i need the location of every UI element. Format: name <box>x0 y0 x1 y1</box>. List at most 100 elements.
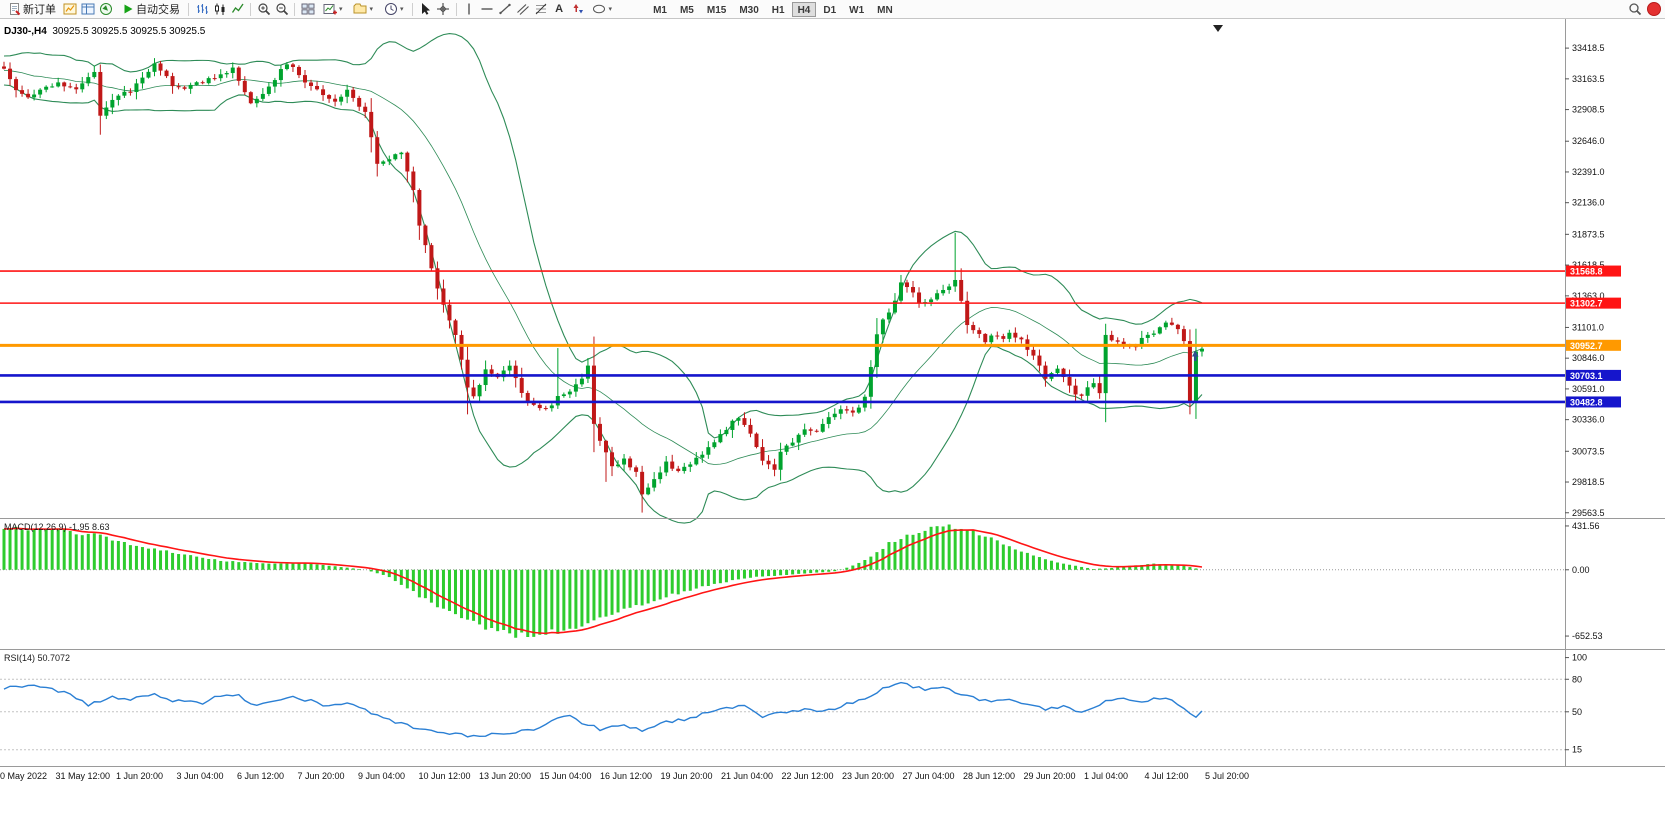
price-level-tag <box>1566 369 1621 381</box>
time-axis-label: 10 Jun 12:00 <box>418 771 471 781</box>
bollinger-upper-band <box>3 32 1203 439</box>
time-axis-label: 15 Jun 04:00 <box>539 771 592 781</box>
price-axis-label: 33163.5 <box>1572 74 1605 84</box>
bollinger-lower-band <box>3 84 1203 524</box>
chart-ohlc-values: 30925.5 30925.5 30925.5 30925.5 <box>52 26 206 37</box>
zoom-out-icon[interactable] <box>273 2 290 17</box>
time-axis-label: 22 Jun 12:00 <box>781 771 834 781</box>
channel-tool-icon[interactable] <box>515 2 532 17</box>
time-axis-label: 19 Jun 20:00 <box>660 771 713 781</box>
price-level-tag <box>1566 297 1621 309</box>
navigator-icon[interactable] <box>97 2 114 17</box>
timeframe-m1-button[interactable]: M1 <box>647 2 673 17</box>
price-level-tag <box>1566 339 1621 351</box>
time-axis-label: 13 Jun 20:00 <box>479 771 532 781</box>
chevron-down-icon: ▾ <box>339 5 343 13</box>
timeframe-d1-button[interactable]: D1 <box>817 2 842 17</box>
horizontal-line-tool-icon[interactable] <box>479 2 496 17</box>
auto-trading-label: 自动交易 <box>136 4 180 16</box>
toolbar-separator <box>411 2 413 16</box>
time-axis-label: 16 Jun 12:00 <box>600 771 653 781</box>
time-axis-label: 27 Jun 04:00 <box>902 771 955 781</box>
period-menu[interactable]: ▾ <box>378 0 408 18</box>
macd-signal-line <box>3 527 1203 635</box>
rsi-axis-label: 15 <box>1572 745 1582 755</box>
macd-axis-label: 431.56 <box>1572 521 1600 531</box>
chevron-down-icon: ▾ <box>400 5 404 13</box>
timeframe-m30-button[interactable]: M30 <box>733 2 764 17</box>
zoom-in-icon[interactable] <box>255 2 272 17</box>
arrows-tool-icon[interactable] <box>569 2 586 17</box>
new-order-button[interactable]: 新订单 <box>2 0 60 18</box>
time-axis-label: 31 May 12:00 <box>55 771 111 781</box>
time-axis-label: 1 Jun 20:00 <box>116 771 164 781</box>
price-axis-label: 32646.0 <box>1572 136 1605 146</box>
time-axis-label: 21 Jun 04:00 <box>721 771 774 781</box>
new-chart-menu[interactable]: ▾ <box>317 0 347 18</box>
toolbar: 新订单 自动交易 <box>0 0 1665 19</box>
price-axis-label: 31873.5 <box>1572 229 1605 239</box>
macd-panel[interactable] <box>0 524 1565 638</box>
time-axis-label: 9 Jun 04:00 <box>358 771 406 781</box>
search-icon[interactable] <box>1626 2 1643 17</box>
bollinger-middle-band <box>3 70 1203 465</box>
crosshair-icon[interactable] <box>435 2 452 17</box>
data-window-icon[interactable] <box>79 2 96 17</box>
macd-indicator-label: MACD(12,26,9) -1.95 8.63 <box>4 522 110 532</box>
clock-icon <box>382 2 399 17</box>
candlestick-chart-icon[interactable] <box>211 2 228 17</box>
rsi-panel[interactable] <box>0 678 1565 751</box>
timeframe-w1-button[interactable]: W1 <box>843 2 870 17</box>
timeframe-m15-button[interactable]: M15 <box>701 2 732 17</box>
time-axis-label: 1 Jul 04:00 <box>1084 771 1129 781</box>
vertical-line-tool-icon[interactable] <box>461 2 478 17</box>
price-axis-label: 31363.0 <box>1572 291 1605 301</box>
cursor-icon[interactable] <box>417 2 434 17</box>
tile-windows-icon[interactable] <box>299 2 316 17</box>
price-axis-label: 32908.5 <box>1572 105 1605 115</box>
profiles-icon <box>352 2 369 17</box>
toolbar-separator <box>294 2 295 16</box>
time-axis-label: 6 Jun 12:00 <box>237 771 285 781</box>
chart-title: DJ30-,H4 30925.5 30925.5 30925.5 30925.5 <box>4 26 205 37</box>
market-watch-icon[interactable] <box>61 2 78 17</box>
toolbar-separator <box>455 2 457 16</box>
price-axis-label: 29563.5 <box>1572 508 1605 518</box>
auto-trading-button[interactable]: 自动交易 <box>115 0 184 18</box>
price-panel[interactable] <box>0 32 1565 524</box>
auto-trading-play-icon <box>119 2 136 17</box>
price-level-tag-label: 30952.7 <box>1570 341 1603 351</box>
price-axis: 33418.5 33163.5 32908.5 32646.0 32391.0 32136… <box>1565 43 1621 755</box>
timeframe-mn-button[interactable]: MN <box>871 2 899 17</box>
chevron-down-icon: ▾ <box>369 5 374 13</box>
chart-shift-marker[interactable] <box>1213 25 1223 32</box>
new-order-label: 新订单 <box>23 4 56 16</box>
price-level-tag-label: 31302.7 <box>1570 299 1603 309</box>
chart-area[interactable]: 33418.5 33163.5 32908.5 32646.0 32391.0 32136… <box>0 19 1665 826</box>
trendline-tool-icon[interactable] <box>497 2 514 17</box>
fibonacci-tool-icon[interactable] <box>533 2 550 17</box>
price-level-tag-label: 30482.8 <box>1570 397 1603 407</box>
shapes-menu[interactable]: ▾ <box>587 0 617 18</box>
line-chart-icon[interactable] <box>229 2 246 17</box>
timeframe-m5-button[interactable]: M5 <box>674 2 700 17</box>
timeframe-h1-button[interactable]: H1 <box>766 2 791 17</box>
rsi-axis-label: 80 <box>1572 674 1582 684</box>
notification-badge[interactable] <box>1647 2 1661 16</box>
toolbar-separator <box>250 2 251 16</box>
chart-canvas[interactable]: 33418.5 33163.5 32908.5 32646.0 32391.0 32136… <box>0 19 1665 767</box>
toolbar-right <box>1626 2 1663 17</box>
macd-axis-label: -652.53 <box>1572 631 1603 641</box>
price-axis-label: 32136.0 <box>1572 198 1605 208</box>
timeframe-h4-button[interactable]: H4 <box>791 1 817 17</box>
bar-chart-icon[interactable] <box>193 2 210 17</box>
profiles-menu[interactable]: ▾ <box>348 0 378 18</box>
text-tool-icon[interactable]: A <box>555 3 564 15</box>
time-axis-label: 23 Jun 20:00 <box>842 771 895 781</box>
price-level-tag <box>1566 396 1621 408</box>
rsi-line <box>3 681 1203 738</box>
chart-symbol-period: DJ30-,H4 <box>4 26 47 37</box>
buy-arrow-marker[interactable] <box>1191 350 1199 361</box>
price-axis-label: 31101.0 <box>1572 322 1604 332</box>
